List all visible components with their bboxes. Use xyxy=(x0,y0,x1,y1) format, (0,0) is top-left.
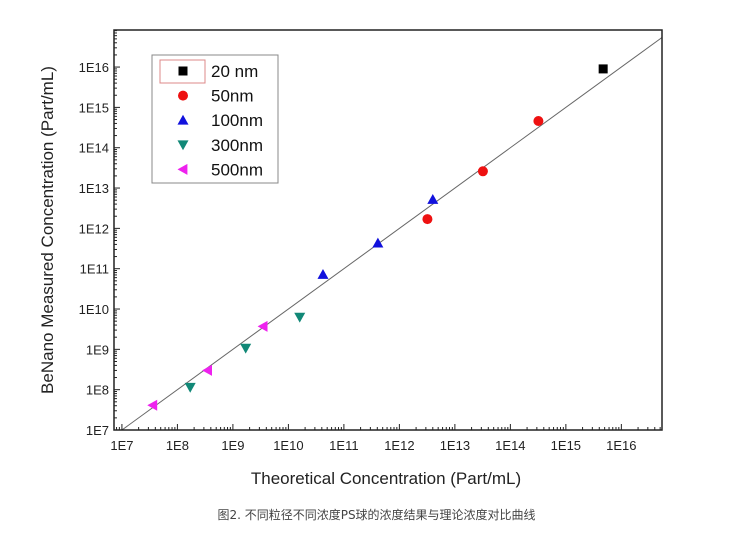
data-point xyxy=(372,237,384,248)
data-point xyxy=(427,193,439,204)
legend-label: 300nm xyxy=(211,136,263,155)
series-500nm xyxy=(147,320,268,411)
legend-label: 500nm xyxy=(211,160,263,179)
x-tick-label: 1E10 xyxy=(273,438,303,453)
x-tick-label: 1E14 xyxy=(495,438,525,453)
x-tick-label: 1E13 xyxy=(440,438,470,453)
y-tick-label: 1E8 xyxy=(86,383,109,398)
x-tick-label: 1E16 xyxy=(606,438,636,453)
x-tick-label: 1E12 xyxy=(384,438,414,453)
data-point xyxy=(533,115,544,126)
data-point xyxy=(184,382,196,393)
y-tick-label: 1E10 xyxy=(79,302,109,317)
data-point xyxy=(202,364,213,376)
data-point xyxy=(317,268,329,279)
legend-marker xyxy=(177,114,189,125)
data-point xyxy=(294,312,306,323)
legend-label: 100nm xyxy=(211,111,263,130)
x-axis-label: Theoretical Concentration (Part/mL) xyxy=(251,469,521,488)
x-tick-label: 1E8 xyxy=(166,438,189,453)
data-point xyxy=(598,64,608,74)
series-100nm xyxy=(317,193,439,279)
data-point xyxy=(147,399,158,411)
legend-marker xyxy=(178,66,188,76)
y-tick-label: 1E13 xyxy=(79,181,109,196)
x-tick-label: 1E15 xyxy=(551,438,581,453)
y-tick-label: 1E9 xyxy=(86,342,109,357)
x-tick-label: 1E7 xyxy=(110,438,133,453)
data-point xyxy=(422,214,433,225)
x-tick-label: 1E11 xyxy=(329,438,358,453)
y-tick-label: 1E12 xyxy=(79,221,109,236)
y-tick-label: 1E14 xyxy=(79,141,109,156)
figure-caption: 图2. 不同粒径不同浓度PS球的浓度结果与理论浓度对比曲线 xyxy=(217,508,536,522)
series-20nm xyxy=(598,64,608,74)
data-point xyxy=(240,343,252,354)
y-tick-label: 1E11 xyxy=(80,262,109,277)
legend-marker xyxy=(178,90,188,101)
legend-highlight xyxy=(159,59,206,84)
data-point xyxy=(257,320,268,332)
reference-line xyxy=(121,37,663,431)
y-tick-label: 1E7 xyxy=(86,423,109,438)
x-tick-label: 1E9 xyxy=(221,438,244,453)
y-tick-label: 1E15 xyxy=(79,100,109,115)
data-point xyxy=(477,166,488,177)
y-axis-label: BeNano Measured Concentration (Part/mL) xyxy=(38,66,57,394)
series-300nm xyxy=(184,312,306,393)
legend-label: 20 nm xyxy=(211,62,258,81)
scatter-chart: 1E7 1E8 1E9 1E10 1E11 1E12 1E13 1E14 1E15 1E16 1E7… xyxy=(38,29,663,488)
legend-marker xyxy=(177,140,189,151)
legend-box xyxy=(151,54,279,184)
legend-marker xyxy=(177,163,188,175)
series-50nm xyxy=(422,115,544,225)
legend-label: 50nm xyxy=(211,87,254,106)
legend: 20 nm 50nm 100nm 300nm 500nm xyxy=(151,54,279,184)
y-tick-label: 1E16 xyxy=(79,60,109,75)
